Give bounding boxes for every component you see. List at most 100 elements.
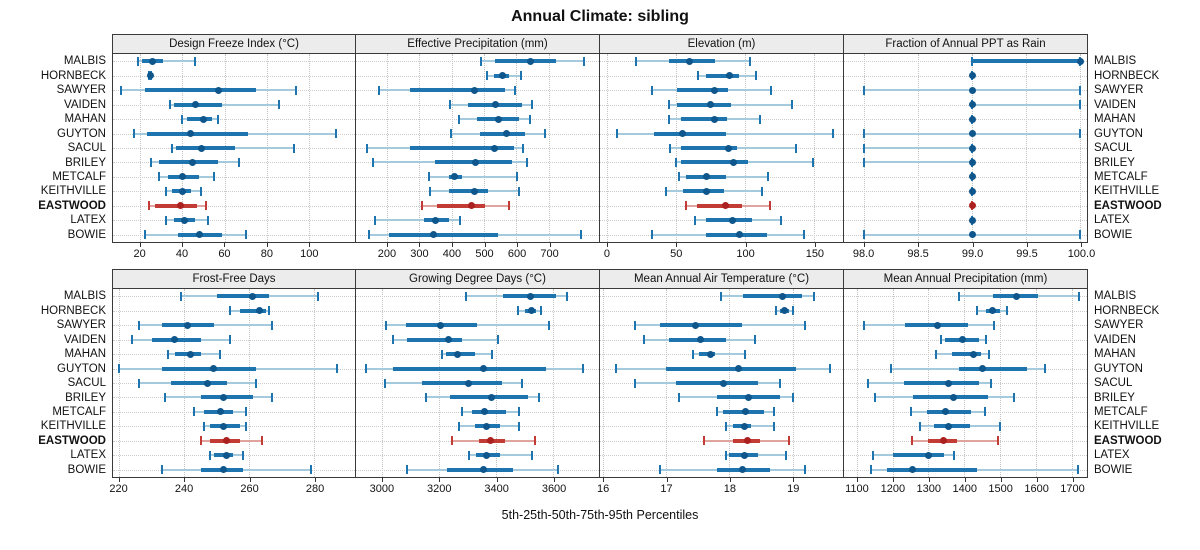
median-dot-mahan <box>968 115 976 123</box>
median-dot-guyton <box>210 365 218 373</box>
site-label-hornbeck: HORNBECK <box>40 69 106 82</box>
whisker-cap <box>137 378 140 388</box>
iqr-bar-eastwood <box>696 203 743 208</box>
median-dot-metcalf <box>942 408 950 416</box>
median-dot-sacul <box>491 144 499 152</box>
x-tick-label: 280 <box>305 483 325 495</box>
whisker-cap <box>668 100 671 110</box>
panel-fraction-of-annual-ppt-as-rain: Fraction of Annual PPT as Rain 98.0 98.5 99… <box>843 34 1095 267</box>
whisker-cap <box>760 186 763 196</box>
whisker-cap <box>804 465 807 475</box>
x-tick-label: 1100 <box>845 483 869 495</box>
whisker-cap <box>803 230 806 240</box>
whisker-cap <box>651 85 654 95</box>
median-dot-latex <box>431 216 439 224</box>
x-axis: 3000 3200 3400 3600 <box>356 478 600 502</box>
median-dot-hornbeck <box>726 72 734 80</box>
x-tick <box>381 478 383 482</box>
median-dot-latex <box>924 451 932 459</box>
iqr-bar-sawyer <box>410 88 506 93</box>
median-dot-malbis <box>149 57 157 65</box>
whisker-vaiden <box>972 103 1081 106</box>
whisker-cap <box>775 306 778 316</box>
hgrid-line <box>113 61 355 63</box>
x-tick-label: 220 <box>109 483 128 495</box>
whisker-cap <box>516 172 519 182</box>
median-dot-metcalf <box>741 408 749 416</box>
iqr-bar-guyton <box>146 131 248 136</box>
whisker-cap <box>772 421 775 431</box>
whisker-cap <box>988 349 991 359</box>
median-dot-vaiden <box>445 336 453 344</box>
whisker-cap <box>137 320 140 330</box>
whisker-cap <box>692 349 695 359</box>
panel-box: Frost-Free Days <box>112 269 356 478</box>
whisker-cap <box>228 306 231 316</box>
x-tick-label: 1700 <box>1060 483 1085 495</box>
panel-box: Elevation (m) <box>599 34 844 243</box>
x-tick-label: 150 <box>805 248 825 260</box>
median-dot-metcalf <box>216 408 224 416</box>
iqr-bar-keithville <box>934 424 970 429</box>
iqr-bar-guyton <box>653 131 726 136</box>
site-label-sawyer: SAWYER <box>1094 319 1144 332</box>
site-labels-left: MALBIS HORNBECK SAWYER VAIDEN MAHAN GUYTON SAC… <box>0 269 112 502</box>
whisker-cap <box>634 56 637 66</box>
x-tick <box>315 478 317 482</box>
x-tick <box>182 243 184 247</box>
x-tick-label: 1500 <box>988 483 1013 495</box>
whisker-cap <box>241 450 244 460</box>
x-tick-label: 17 <box>660 483 673 495</box>
whisker-cap <box>539 306 542 316</box>
whisker-cap <box>164 215 167 225</box>
whisker-cap <box>168 100 171 110</box>
x-tick-label: 3200 <box>426 483 452 495</box>
whisker-cap <box>336 364 339 374</box>
site-label-eastwood: EASTWOOD <box>38 434 106 447</box>
x-tick <box>603 478 605 482</box>
x-tick-label: 20 <box>133 248 146 260</box>
x-tick-label: 1300 <box>916 483 942 495</box>
site-label-hornbeck: HORNBECK <box>1094 69 1160 82</box>
whisker-cap <box>633 378 636 388</box>
x-tick-label: 99.0 <box>961 248 984 260</box>
whisker-cap <box>953 450 956 460</box>
median-dot-guyton <box>968 130 976 138</box>
x-tick-label: 1200 <box>880 483 906 495</box>
site-label-vaiden: VAIDEN <box>1094 333 1136 346</box>
site-label-keithville: KEITHVILLE <box>1094 185 1160 198</box>
site-label-mahan: MAHAN <box>64 348 106 361</box>
hgrid-line <box>356 220 599 222</box>
whisker-cap <box>202 421 205 431</box>
whisker-cap <box>792 306 795 316</box>
panel-elevation-m: Elevation (m) 0 50 100 150 <box>599 34 844 267</box>
site-label-malbis: MALBIS <box>1094 55 1137 68</box>
hgrid-line <box>844 75 1087 77</box>
x-tick <box>118 478 120 482</box>
whisker-cap <box>131 335 134 345</box>
median-dot-eastwood <box>722 202 730 210</box>
site-label-latex: LATEX <box>1094 449 1130 462</box>
median-dot-briley <box>949 393 957 401</box>
panel-header: Design Freeze Index (°C) <box>113 35 355 54</box>
site-label-guyton: GUYTON <box>1094 362 1143 375</box>
whisker-cap <box>278 100 281 110</box>
whisker-cap <box>496 335 499 345</box>
x-axis: 20 40 60 80 100 <box>112 243 356 267</box>
whisker-cap <box>1076 465 1079 475</box>
whisker-cap <box>365 364 367 374</box>
label-col-axis-spacer <box>1094 477 1200 501</box>
whisker-cap <box>440 349 443 359</box>
panel-grid: MALBIS HORNBECK SAWYER VAIDEN MAHAN GUYTON SAC… <box>0 34 1200 502</box>
x-tick-label: 100 <box>736 248 755 260</box>
site-label-malbis: MALBIS <box>63 290 106 303</box>
iqr-bar-guyton <box>161 366 256 371</box>
whisker-cap <box>490 349 493 359</box>
whisker-cap <box>160 465 163 475</box>
median-dot-mahan <box>199 115 207 123</box>
whisker-cap <box>367 230 370 240</box>
site-label-list: MALBIS HORNBECK SAWYER VAIDEN MAHAN GUYTON SAC… <box>0 289 106 477</box>
hgrid-line <box>113 339 355 341</box>
median-dot-vaiden <box>706 101 714 109</box>
x-axis: 1100 1200 1300 1400 1500 1600 1700 <box>844 478 1088 502</box>
